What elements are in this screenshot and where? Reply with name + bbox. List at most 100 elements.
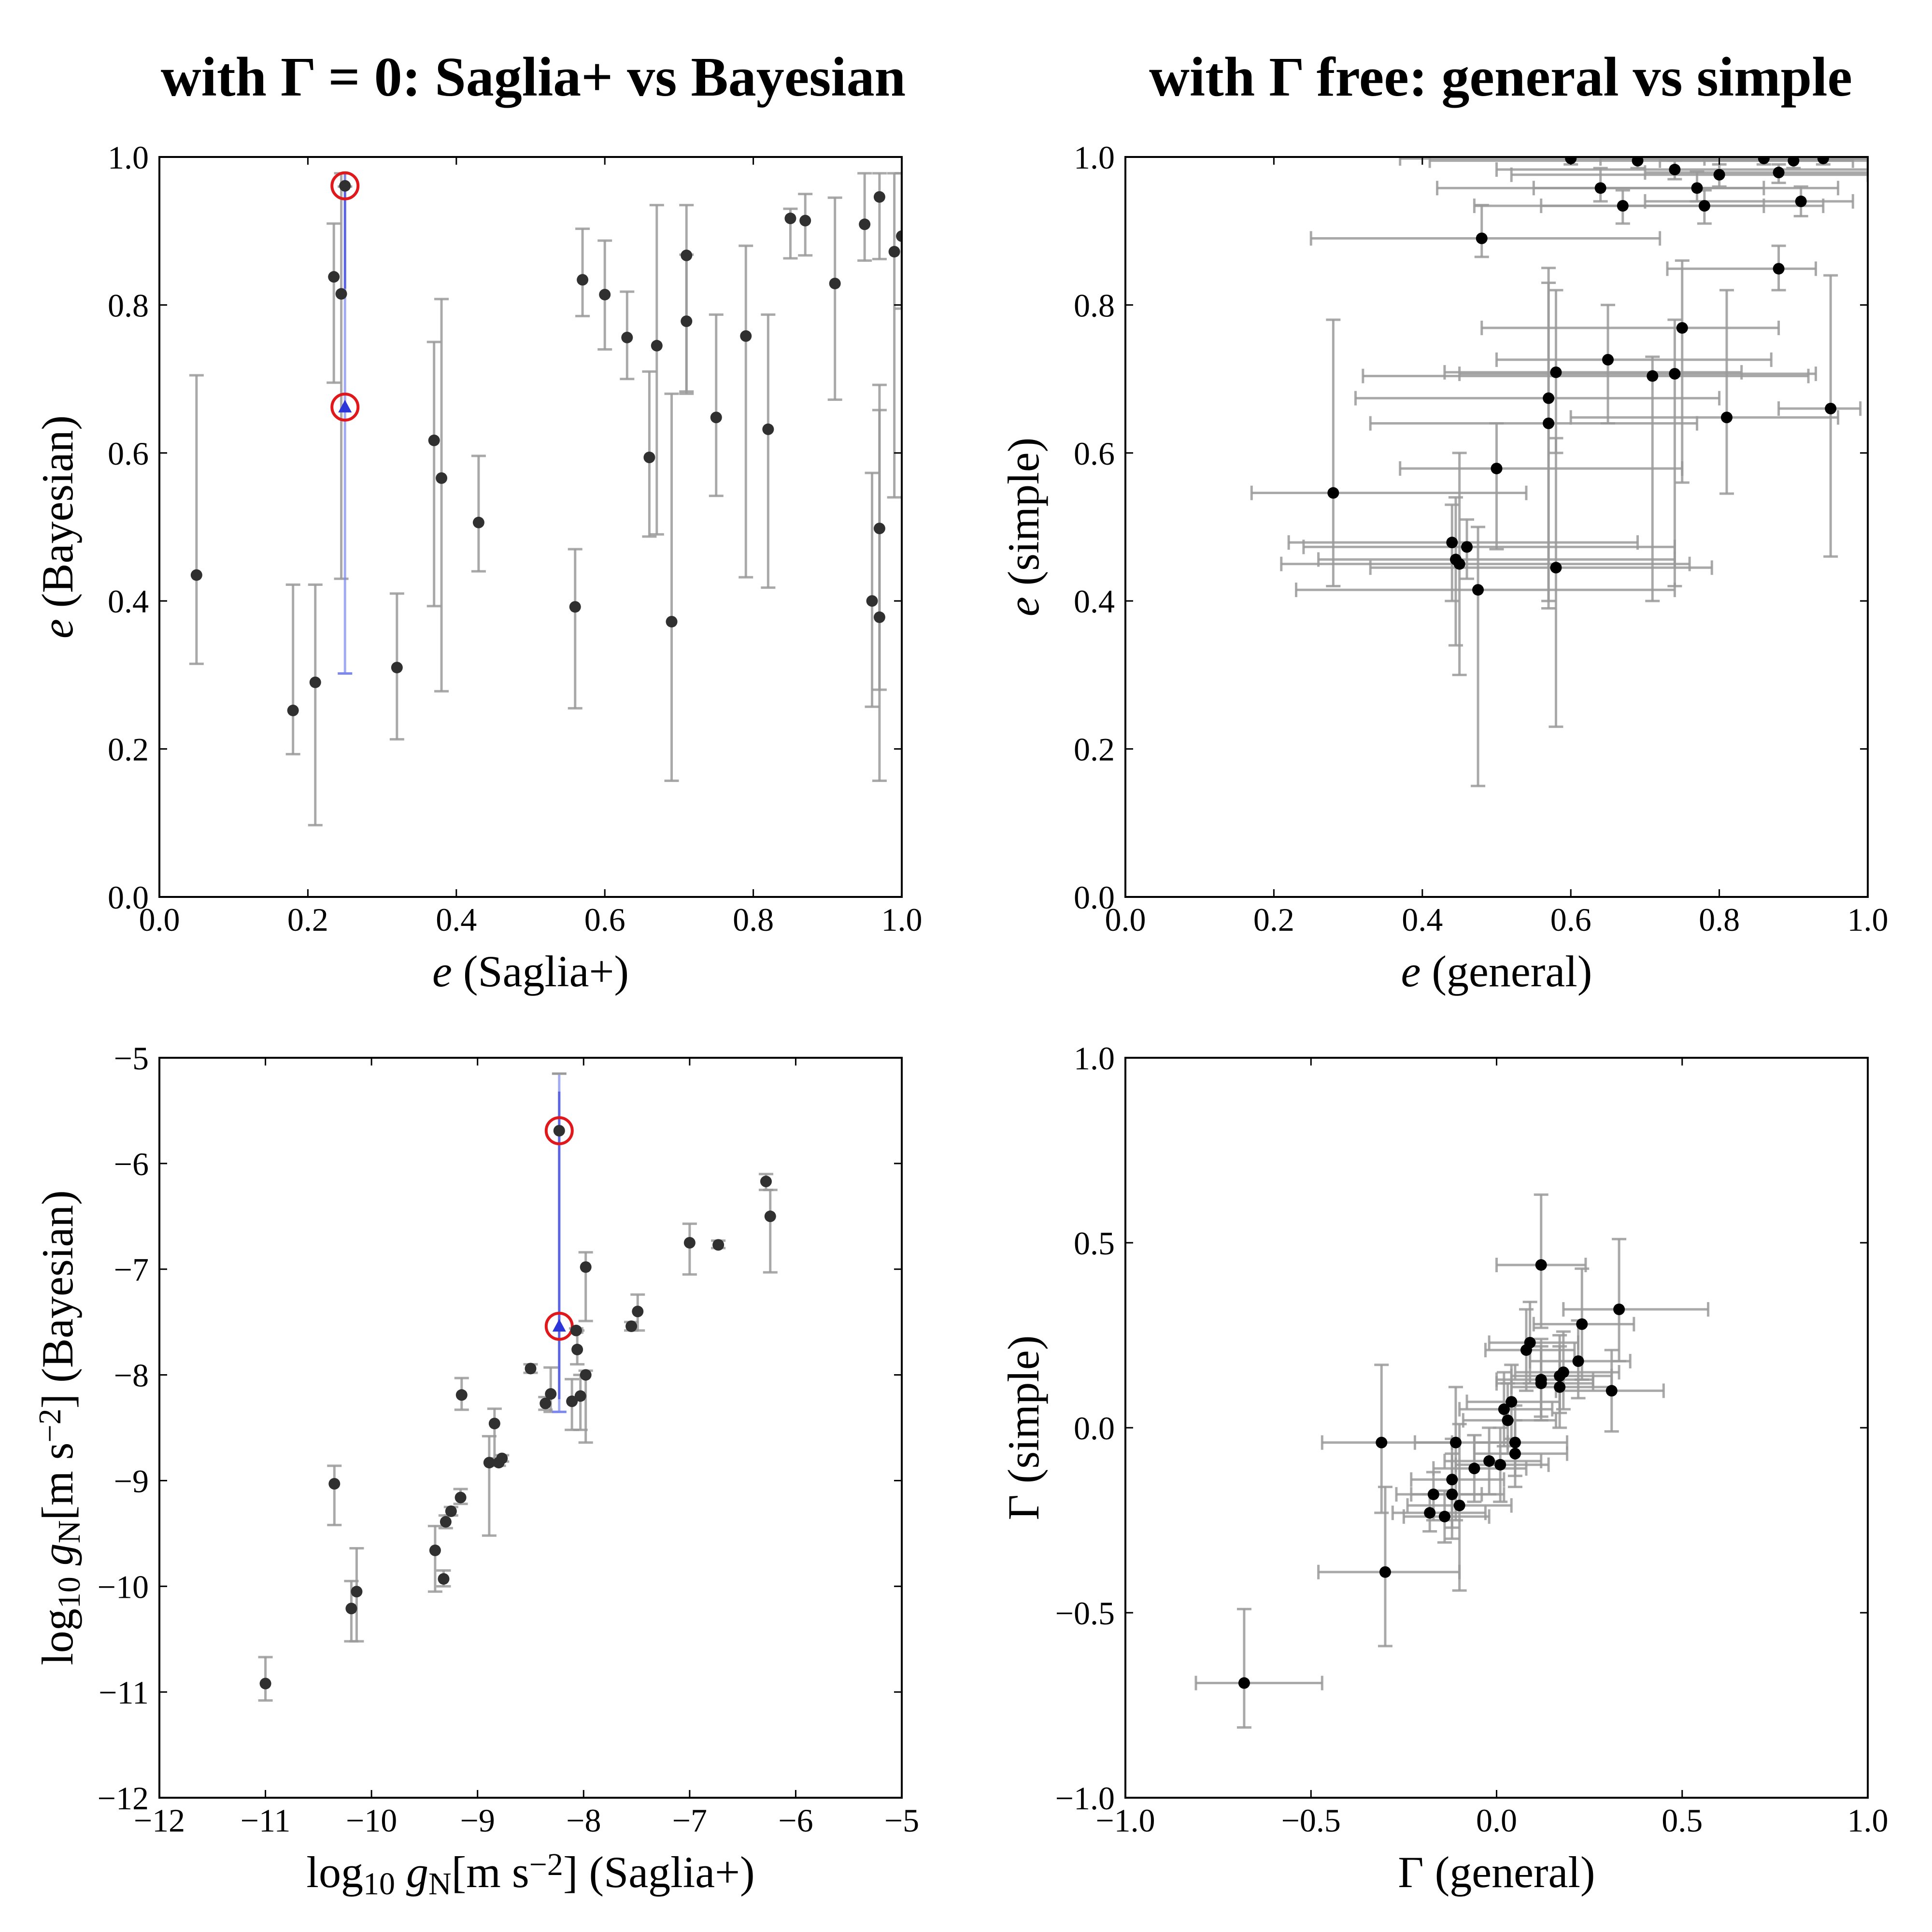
data-point bbox=[1506, 1396, 1518, 1408]
data-point bbox=[1535, 1374, 1547, 1386]
data-point bbox=[1773, 263, 1785, 275]
data-point bbox=[455, 1389, 468, 1401]
data-point bbox=[712, 1239, 724, 1251]
data-point bbox=[1468, 1463, 1480, 1475]
x-axis-label: e (general) bbox=[1401, 947, 1592, 996]
data-point bbox=[580, 1369, 592, 1381]
data-point bbox=[1795, 195, 1807, 207]
plot-area bbox=[1194, 1193, 1710, 1729]
x-axis-label: Γ (general) bbox=[1398, 1847, 1595, 1897]
data-point bbox=[571, 1344, 583, 1356]
x-axis-label: e (Saglia+) bbox=[432, 947, 629, 996]
data-point bbox=[681, 249, 693, 261]
data-point bbox=[309, 676, 321, 688]
axes-frame bbox=[158, 156, 903, 898]
data-point bbox=[859, 218, 871, 230]
x-tick-label: −12 bbox=[134, 1802, 185, 1839]
data-point bbox=[888, 246, 900, 258]
data-point bbox=[784, 213, 796, 225]
x-axis-label: log10 gN[m s−2] (Saglia+) bbox=[306, 1847, 754, 1902]
y-tick-label: 0.0 bbox=[1074, 879, 1115, 916]
data-point bbox=[1461, 541, 1473, 553]
data-point bbox=[566, 1395, 578, 1407]
x-tick-label: −1.0 bbox=[1095, 1802, 1155, 1839]
highlight-triangle-marker bbox=[552, 1319, 566, 1332]
y-tick-label: 0.5 bbox=[1074, 1225, 1115, 1262]
errorbar bbox=[308, 583, 323, 826]
data-point bbox=[540, 1397, 552, 1409]
y-tick-label: −6 bbox=[114, 1146, 149, 1182]
data-point bbox=[1613, 1303, 1625, 1315]
data-point bbox=[625, 1320, 638, 1332]
y-tick-label: −12 bbox=[98, 1780, 149, 1817]
data-point bbox=[1427, 1488, 1439, 1500]
data-point bbox=[1557, 1366, 1569, 1378]
data-point bbox=[445, 1505, 457, 1517]
data-point bbox=[1379, 1566, 1391, 1578]
errorbar bbox=[1495, 303, 1773, 425]
data-point bbox=[710, 412, 722, 424]
data-point bbox=[1617, 200, 1629, 212]
y-tick-label: −0.5 bbox=[1055, 1595, 1115, 1632]
x-tick-label: 1.0 bbox=[1847, 901, 1889, 938]
x-tick-label: 0.0 bbox=[1105, 901, 1146, 938]
data-point bbox=[1472, 584, 1484, 596]
errorbar bbox=[709, 313, 724, 497]
x-tick-label: 0.6 bbox=[584, 901, 625, 938]
data-point bbox=[1594, 182, 1606, 194]
data-point bbox=[287, 704, 299, 716]
y-tick-label: −9 bbox=[114, 1463, 149, 1499]
data-point bbox=[643, 451, 655, 463]
data-point bbox=[1238, 1677, 1250, 1689]
data-point bbox=[440, 1516, 452, 1528]
x-tick-label: 0.4 bbox=[436, 901, 477, 938]
errorbar bbox=[1644, 185, 1854, 218]
y-tick-label: 1.0 bbox=[1074, 1040, 1115, 1077]
data-point bbox=[1676, 322, 1688, 334]
data-point bbox=[577, 274, 589, 286]
data-point bbox=[483, 1457, 495, 1469]
errorbar bbox=[1777, 274, 1862, 558]
errorbar bbox=[1703, 157, 1868, 166]
data-point bbox=[740, 330, 752, 342]
data-point bbox=[873, 611, 885, 623]
errorbar bbox=[334, 172, 349, 580]
data-point bbox=[570, 1324, 582, 1336]
x-tick-label: −10 bbox=[346, 1802, 397, 1839]
y-tick-label: 0.4 bbox=[1074, 583, 1115, 620]
data-point bbox=[1572, 1355, 1584, 1367]
data-point bbox=[1543, 392, 1555, 404]
data-point bbox=[1550, 366, 1562, 378]
data-point bbox=[1509, 1436, 1521, 1449]
data-point bbox=[1758, 157, 1770, 165]
panel-bottom-right-gamma-simple-vs-general: −1.0 −0.5 0.0 0.5 1.0 −1.0 −0.5 0.0 0.5 1.0 Γ (gen… bbox=[999, 1040, 1889, 1897]
panel-top-right-e-simple-vs-general: 0.0 0.2 0.4 0.6 0.8 1.0 0.0 0.2 0.4 0.6 0.8 1.0 e (g… bbox=[999, 139, 1889, 996]
data-point bbox=[351, 1586, 363, 1598]
errorbar bbox=[865, 471, 880, 708]
y-tick-label: 0.0 bbox=[1074, 1410, 1115, 1447]
data-point bbox=[569, 601, 581, 613]
data-point bbox=[1453, 558, 1465, 570]
data-point bbox=[1773, 167, 1785, 179]
data-point bbox=[1691, 182, 1703, 194]
data-point bbox=[1817, 157, 1829, 165]
errorbar bbox=[761, 313, 776, 589]
data-point bbox=[799, 214, 811, 227]
errorbar bbox=[327, 222, 341, 384]
data-point bbox=[574, 1390, 586, 1402]
data-point bbox=[1698, 200, 1710, 212]
data-point bbox=[1498, 1403, 1510, 1415]
data-point bbox=[866, 595, 878, 607]
axes-frame bbox=[158, 1057, 903, 1799]
data-point bbox=[436, 472, 448, 484]
errorbar bbox=[1532, 170, 1840, 203]
errorbar bbox=[1295, 526, 1676, 787]
axes-frame bbox=[1124, 156, 1869, 898]
x-tick-label: −8 bbox=[566, 1802, 601, 1839]
errorbar bbox=[739, 244, 753, 579]
errorbar bbox=[1369, 437, 1713, 728]
errorbar bbox=[426, 341, 441, 608]
x-tick-label: 0.4 bbox=[1402, 901, 1443, 938]
x-tick-label: 0.2 bbox=[287, 901, 328, 938]
